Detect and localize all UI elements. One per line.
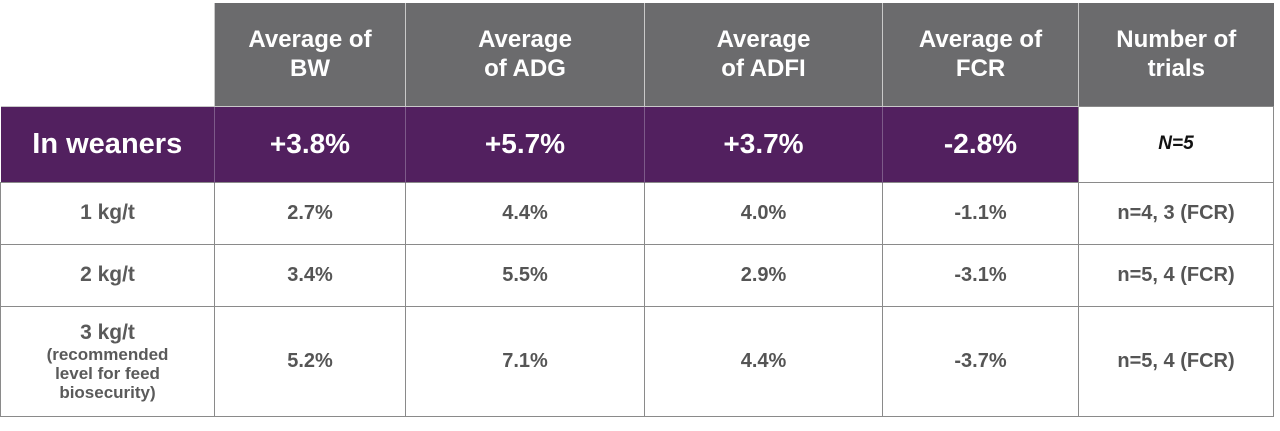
header-fcr: Average of FCR xyxy=(882,3,1079,106)
cell-trials: n=5, 4 (FCR) xyxy=(1078,305,1274,417)
row-label-note-1: (recommended xyxy=(46,344,169,364)
cell-trials: n=4, 3 (FCR) xyxy=(1078,181,1274,245)
cell-adfi: 4.4% xyxy=(644,305,883,417)
results-table: Average of BW Average of ADG Average of ADF… xyxy=(0,3,1274,417)
cell-trials: n=5, 4 (FCR) xyxy=(1078,243,1274,307)
cell-adfi: 2.9% xyxy=(644,243,883,307)
table-row: 3 kg/t (recommended level for feed biose… xyxy=(0,305,1274,417)
cell-fcr: -1.1% xyxy=(882,181,1079,245)
cell-bw: 5.2% xyxy=(214,305,406,417)
row-label-main: 3 kg/t xyxy=(80,320,135,344)
cell-adg: 4.4% xyxy=(405,181,645,245)
header-row: Average of BW Average of ADG Average of ADF… xyxy=(0,3,1274,106)
header-adfi: Average of ADFI xyxy=(644,3,883,106)
table-row: 1 kg/t 2.7% 4.4% 4.0% -1.1% n=4, 3 (FCR) xyxy=(0,181,1274,245)
row-label: 2 kg/t xyxy=(0,243,215,307)
header-trials: Number of trials xyxy=(1078,3,1274,106)
cell-adg: 5.5% xyxy=(405,243,645,307)
row-label-note-3: biosecurity) xyxy=(59,382,156,402)
row-label: 3 kg/t (recommended level for feed biose… xyxy=(0,305,215,417)
summary-adfi: +3.7% xyxy=(644,105,883,182)
table-row: 2 kg/t 3.4% 5.5% 2.9% -3.1% n=5, 4 (FCR) xyxy=(0,243,1274,307)
summary-adg: +5.7% xyxy=(405,105,645,182)
header-bw: Average of BW xyxy=(214,3,406,106)
cell-adfi: 4.0% xyxy=(644,181,883,245)
cell-bw: 2.7% xyxy=(214,181,406,245)
row-label-note-2: level for feed xyxy=(55,363,160,383)
summary-label: In weaners xyxy=(0,105,215,182)
header-adg: Average of ADG xyxy=(405,3,645,106)
row-label: 1 kg/t xyxy=(0,181,215,245)
corner-cell xyxy=(0,3,215,106)
summary-row: In weaners +3.8% +5.7% +3.7% -2.8% N=5 xyxy=(0,105,1274,183)
cell-fcr: -3.7% xyxy=(882,305,1079,417)
cell-adg: 7.1% xyxy=(405,305,645,417)
summary-fcr: -2.8% xyxy=(882,105,1079,182)
cell-fcr: -3.1% xyxy=(882,243,1079,307)
summary-trials: N=5 xyxy=(1078,105,1274,183)
cell-bw: 3.4% xyxy=(214,243,406,307)
summary-bw: +3.8% xyxy=(214,105,406,182)
